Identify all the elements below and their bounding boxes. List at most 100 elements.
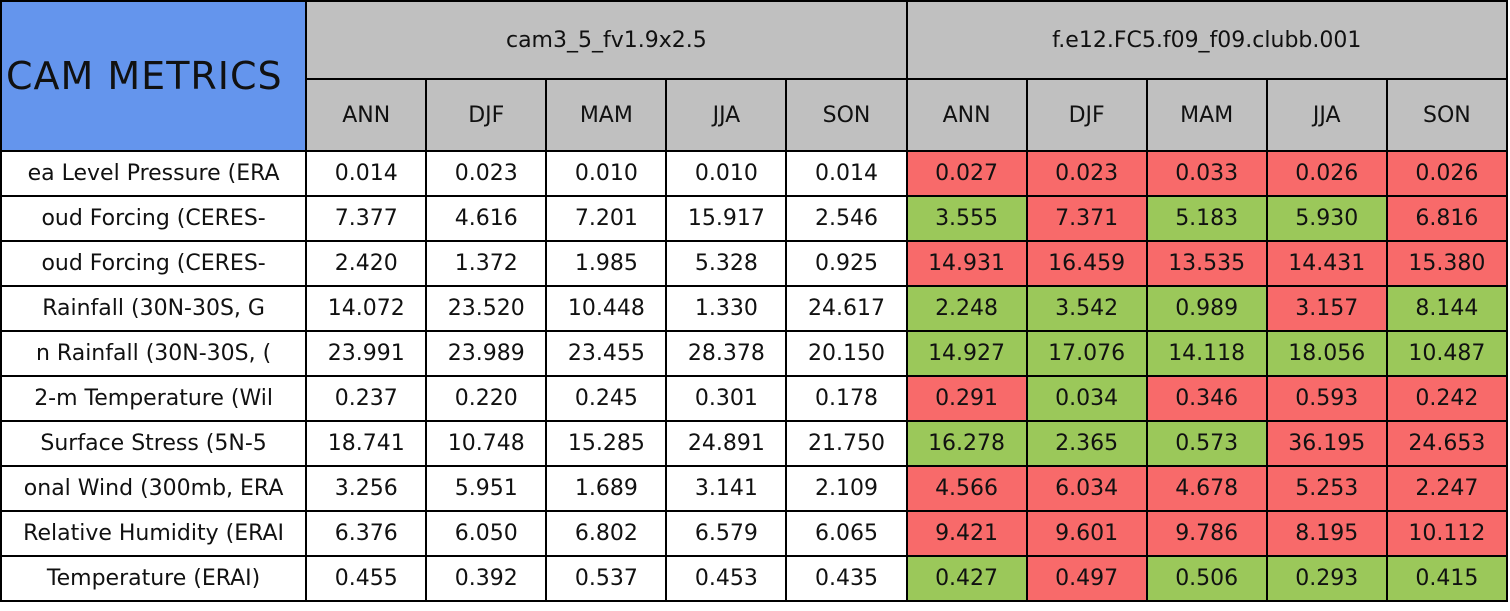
data-row: oud Forcing (CERES- 2.420 1.372 1.985 5.328 0…: [0, 240, 1509, 287]
metric-cell: 20.150: [785, 330, 908, 377]
metric-cell: 0.497: [1025, 555, 1148, 602]
data-row: Relative Humidity (ERAI 6.376 6.050 6.802 6.…: [0, 510, 1509, 557]
metric-cell: 7.377: [305, 195, 428, 242]
metric-cell: 0.245: [545, 375, 668, 422]
metric-cell: 4.566: [905, 465, 1028, 512]
data-row: Surface Stress (5N-5 18.741 10.748 15.285 24…: [0, 420, 1509, 467]
metric-cell: 1.330: [665, 285, 788, 332]
metric-cell: 3.555: [905, 195, 1028, 242]
metric-cell: 24.653: [1385, 420, 1509, 467]
metric-cell: 1.689: [545, 465, 668, 512]
metric-cell: 18.056: [1265, 330, 1388, 377]
row-label: 2-m Temperature (Wil: [0, 375, 308, 422]
metric-cell: 0.453: [665, 555, 788, 602]
metric-cell: 3.141: [665, 465, 788, 512]
metric-cell: 0.415: [1385, 555, 1509, 602]
row-label: Relative Humidity (ERAI: [0, 510, 308, 557]
row-label: oud Forcing (CERES-: [0, 195, 308, 242]
row-label: ea Level Pressure (ERA: [0, 150, 308, 197]
metric-cell: 17.076: [1025, 330, 1148, 377]
metric-cell: 0.989: [1145, 285, 1268, 332]
metric-cell: 0.392: [425, 555, 548, 602]
row-label: Temperature (ERAI): [0, 555, 308, 602]
season-row: ANN DJF MAM JJA SON ANN DJF MAM JJA SON: [1, 78, 1509, 152]
metric-cell: 8.195: [1265, 510, 1388, 557]
row-label: onal Wind (300mb, ERA: [0, 465, 308, 512]
metric-cell: 14.072: [305, 285, 428, 332]
metric-cell: 2.247: [1385, 465, 1509, 512]
metric-cell: 5.930: [1265, 195, 1388, 242]
metric-cell: 4.678: [1145, 465, 1268, 512]
row-label: n Rainfall (30N-30S, (: [0, 330, 308, 377]
metric-cell: 0.293: [1265, 555, 1388, 602]
metric-cell: 0.242: [1385, 375, 1509, 422]
metric-cell: 0.925: [785, 240, 908, 287]
season-header: MAM: [1145, 78, 1268, 152]
season-header: SON: [1385, 78, 1509, 152]
metric-cell: 2.546: [785, 195, 908, 242]
metric-cell: 0.537: [545, 555, 668, 602]
metric-cell: 10.448: [545, 285, 668, 332]
metric-cell: 0.010: [545, 150, 668, 197]
data-row: n Rainfall (30N-30S, (23.991 23.989 23.455…: [0, 330, 1509, 377]
metric-cell: 9.421: [905, 510, 1028, 557]
metric-cell: 18.741: [305, 420, 428, 467]
metric-cell: 0.291: [905, 375, 1028, 422]
metric-cell: 14.118: [1145, 330, 1268, 377]
metric-cell: 0.033: [1145, 150, 1268, 197]
metric-cell: 14.431: [1265, 240, 1388, 287]
metric-cell: 0.573: [1145, 420, 1268, 467]
metric-cell: 23.991: [305, 330, 428, 377]
metric-cell: 6.802: [545, 510, 668, 557]
metric-cell: 10.112: [1385, 510, 1509, 557]
metric-cell: 6.065: [785, 510, 908, 557]
metric-cell: 0.506: [1145, 555, 1268, 602]
metric-cell: 9.601: [1025, 510, 1148, 557]
metric-cell: 3.256: [305, 465, 428, 512]
metric-cell: 2.109: [785, 465, 908, 512]
metric-cell: 2.248: [905, 285, 1028, 332]
metric-cell: 2.365: [1025, 420, 1148, 467]
metric-cell: 0.346: [1145, 375, 1268, 422]
table-title: CAM METRICS: [0, 0, 308, 152]
metric-cell: 23.455: [545, 330, 668, 377]
metric-cell: 13.535: [1145, 240, 1268, 287]
metric-cell: 16.459: [1025, 240, 1148, 287]
data-row: ea Level Pressure (ERA 0.014 0.023 0.010 0.0…: [0, 150, 1509, 197]
metric-cell: 0.026: [1265, 150, 1388, 197]
metric-cell: 0.455: [305, 555, 428, 602]
metric-cell: 10.487: [1385, 330, 1509, 377]
metric-cell: 0.026: [1385, 150, 1509, 197]
metric-cell: 0.010: [665, 150, 788, 197]
metric-cell: 0.237: [305, 375, 428, 422]
metric-cell: 5.253: [1265, 465, 1388, 512]
metric-cell: 0.593: [1265, 375, 1388, 422]
metric-cell: 14.927: [905, 330, 1028, 377]
season-header: ANN: [905, 78, 1028, 152]
row-label: Rainfall (30N-30S, G: [0, 285, 308, 332]
metric-cell: 36.195: [1265, 420, 1388, 467]
metric-cell: 0.023: [425, 150, 548, 197]
metric-cell: 8.144: [1385, 285, 1509, 332]
metric-cell: 6.376: [305, 510, 428, 557]
metric-cell: 4.616: [425, 195, 548, 242]
metric-cell: 21.750: [785, 420, 908, 467]
season-header: JJA: [1265, 78, 1388, 152]
metric-cell: 9.786: [1145, 510, 1268, 557]
season-header: DJF: [1025, 78, 1148, 152]
metric-cell: 6.050: [425, 510, 548, 557]
metric-cell: 15.917: [665, 195, 788, 242]
metric-cell: 23.520: [425, 285, 548, 332]
metric-cell: 7.201: [545, 195, 668, 242]
metric-cell: 3.542: [1025, 285, 1148, 332]
row-label: Surface Stress (5N-5: [0, 420, 308, 467]
row-label: oud Forcing (CERES-: [0, 240, 308, 287]
data-row: oud Forcing (CERES- 7.377 4.616 7.201 15.917…: [0, 195, 1509, 242]
metric-cell: 0.027: [905, 150, 1028, 197]
metric-cell: 6.034: [1025, 465, 1148, 512]
metric-cell: 0.220: [425, 375, 548, 422]
metric-cell: 14.931: [905, 240, 1028, 287]
